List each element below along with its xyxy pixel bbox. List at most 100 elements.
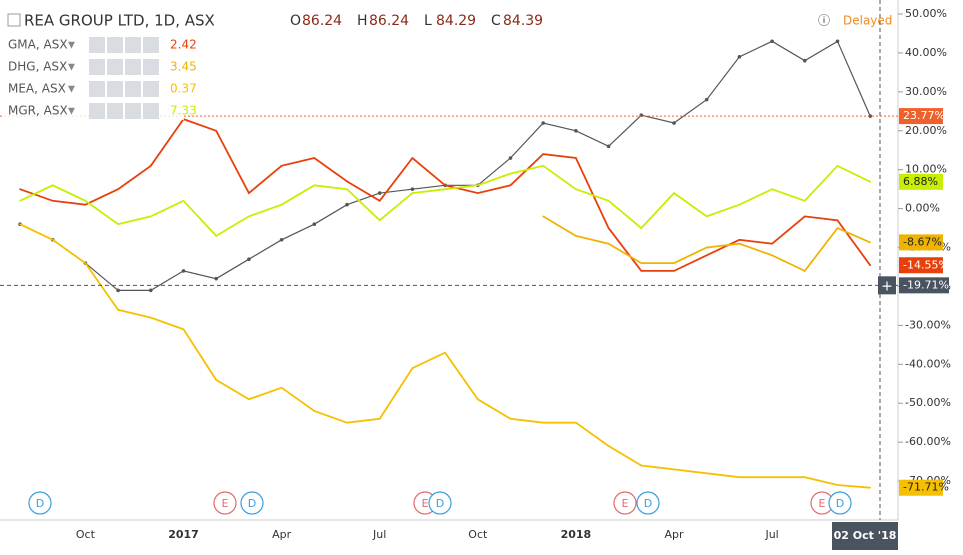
crosshair-label-box: [899, 277, 949, 294]
point: [280, 386, 283, 389]
point: [312, 222, 317, 226]
legend-value: 3.45: [170, 60, 197, 74]
legend-button[interactable]: [89, 59, 105, 75]
point: [738, 203, 741, 206]
x-tick-label: 2018: [561, 528, 592, 541]
point: [705, 215, 708, 218]
point: [771, 242, 773, 245]
event-badge[interactable]: [613, 491, 637, 515]
point: [378, 200, 381, 202]
legend-button[interactable]: [107, 37, 123, 53]
point: [607, 227, 610, 229]
point: [640, 227, 643, 229]
point: [182, 328, 185, 331]
event-badge[interactable]: [28, 491, 52, 515]
point: [444, 188, 446, 190]
point: [738, 238, 741, 241]
x-tick-label: 2017: [168, 528, 199, 541]
point: [771, 254, 773, 257]
y-tick-label: 20.00%: [905, 124, 947, 137]
legend-button[interactable]: [143, 37, 159, 53]
point: [804, 215, 806, 218]
point: [410, 187, 415, 191]
point: [117, 188, 119, 190]
point: [509, 184, 512, 187]
legend-button[interactable]: [125, 81, 141, 97]
end-label: -14.55%: [903, 258, 949, 271]
legend-button[interactable]: [125, 59, 141, 75]
event-badge[interactable]: [240, 491, 264, 515]
point: [508, 156, 513, 160]
point: [247, 257, 251, 262]
point: [542, 215, 544, 218]
legend-button[interactable]: [107, 81, 123, 97]
point: [150, 316, 152, 319]
point: [868, 114, 872, 118]
crosshair-plus: +: [881, 278, 893, 294]
legend-button[interactable]: [89, 37, 105, 53]
legend-button[interactable]: [125, 37, 141, 53]
point: [346, 188, 348, 190]
legend-caret: ▼: [68, 41, 75, 51]
legend-button[interactable]: [125, 103, 141, 119]
x-tick-label: Jul: [372, 528, 386, 541]
point: [149, 288, 153, 293]
point: [116, 288, 120, 293]
point: [477, 192, 479, 194]
event-badge[interactable]: [828, 491, 852, 515]
event-label: D: [644, 497, 652, 510]
event-badge[interactable]: [213, 491, 237, 515]
point: [346, 180, 348, 183]
point: [705, 246, 708, 249]
end-label: -8.67%: [903, 235, 942, 248]
point: [345, 202, 349, 207]
legend-button[interactable]: [143, 59, 159, 75]
point: [737, 55, 742, 59]
point: [771, 476, 773, 478]
legend-button[interactable]: [143, 81, 159, 97]
legend-button[interactable]: [89, 81, 105, 97]
event-badge[interactable]: [636, 491, 660, 515]
point: [84, 200, 87, 202]
legend-button[interactable]: [107, 103, 123, 119]
point: [542, 153, 544, 155]
point: [836, 165, 839, 167]
point: [542, 421, 544, 424]
end-label-box: [899, 108, 943, 125]
point: [51, 238, 54, 241]
point: [215, 129, 217, 132]
point: [280, 203, 283, 206]
point: [444, 351, 446, 354]
delayed-icon: ⓘ: [818, 14, 830, 28]
point: [150, 165, 152, 167]
x-tick-label: Oct: [76, 528, 96, 541]
point: [181, 269, 186, 273]
ohlc-letter: H: [357, 13, 368, 29]
legend-button[interactable]: [89, 103, 105, 119]
legend-button[interactable]: [143, 103, 159, 119]
legend-button[interactable]: [107, 59, 123, 75]
y-tick-label: -60.00%: [905, 435, 951, 448]
point: [313, 157, 316, 159]
event-label: D: [36, 497, 44, 510]
legend-value: 0.37: [170, 82, 197, 96]
point: [575, 188, 577, 190]
point: [738, 242, 741, 245]
point: [869, 264, 871, 267]
x-tick-label: Oct: [468, 528, 488, 541]
legend-caret: ▼: [68, 63, 75, 73]
point: [640, 270, 643, 272]
collapse-icon[interactable]: [7, 13, 21, 27]
point: [19, 223, 21, 225]
point: [377, 191, 382, 195]
legend-caret: ▼: [68, 107, 75, 117]
point: [214, 276, 218, 281]
point: [280, 165, 283, 167]
event-label: E: [222, 497, 229, 510]
point: [509, 418, 512, 420]
point: [541, 121, 545, 125]
point: [869, 181, 871, 183]
point: [738, 476, 741, 478]
point: [836, 219, 839, 222]
event-badge[interactable]: [428, 491, 452, 515]
